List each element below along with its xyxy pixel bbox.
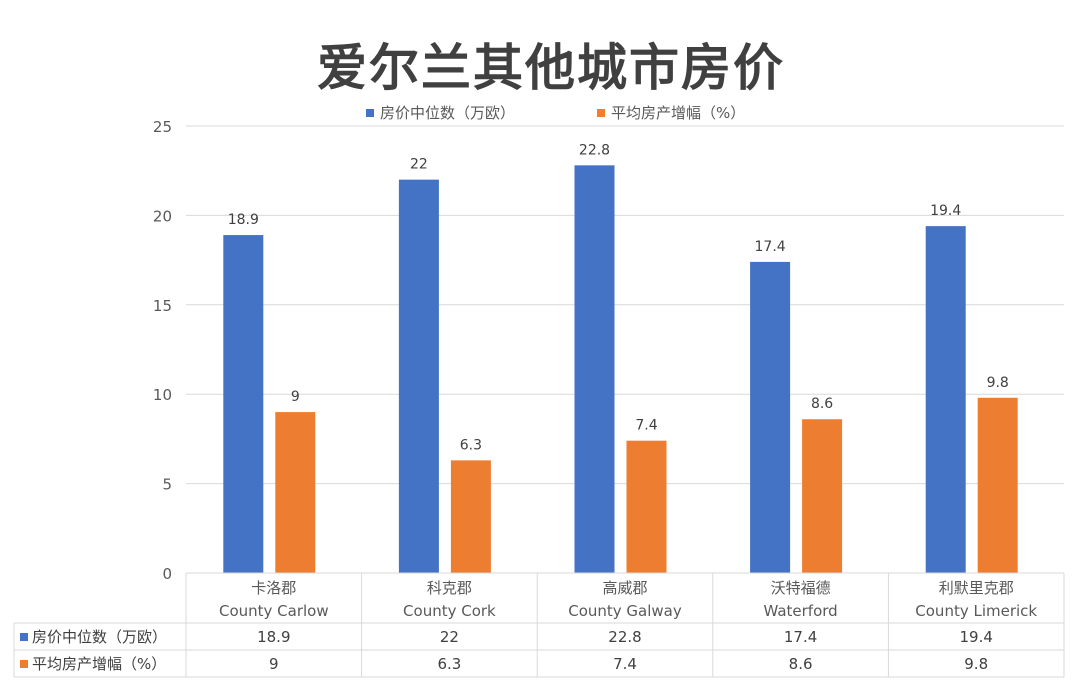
legend-item-growth: 平均房产增幅（%） (597, 102, 745, 123)
legend-item-median: 房价中位数（万欧） (366, 102, 515, 123)
y-tick-label: 5 (162, 476, 172, 494)
table-cell: 7.4 (613, 655, 637, 673)
data-label: 9.8 (987, 375, 1009, 391)
legend-swatch-growth (597, 108, 606, 117)
table-row-label: 平均房产增幅（%） (32, 655, 166, 673)
table-cell: 17.4 (784, 628, 817, 646)
chart-title: 爱尔兰其他城市房价 (317, 39, 785, 97)
y-tick-label: 10 (153, 386, 172, 404)
table-cell: 19.4 (959, 628, 992, 646)
category-label: 沃特福德 (771, 579, 831, 597)
bar-growth (275, 412, 316, 573)
y-tick-label: 0 (162, 565, 172, 583)
data-label: 7.4 (635, 418, 657, 434)
data-label: 22.8 (579, 142, 610, 158)
table-cell: 22.8 (608, 628, 641, 646)
y-tick-label: 15 (153, 297, 172, 315)
table-cell: 9 (269, 655, 279, 673)
legend: 房价中位数（万欧） 平均房产增幅（%） (366, 102, 827, 123)
table-cell: 22 (440, 628, 459, 646)
y-tick-label: 25 (153, 118, 172, 136)
category-label: 卡洛郡 (251, 579, 296, 597)
bar-growth (977, 397, 1018, 573)
data-label: 6.3 (460, 437, 482, 453)
category-label-en: County Cork (403, 602, 496, 620)
bar-growth (626, 440, 667, 573)
legend-label-median: 房价中位数（万欧） (380, 104, 516, 122)
table-cell: 9.8 (964, 655, 988, 673)
bar-median (750, 261, 791, 573)
bar-median (574, 165, 615, 573)
table-legend-swatch (20, 633, 28, 641)
category-label-en: County Galway (568, 602, 682, 620)
data-label: 18.9 (228, 212, 259, 228)
legend-swatch-median (366, 108, 374, 117)
data-label: 9 (291, 389, 300, 405)
category-label-en: County Limerick (915, 602, 1037, 620)
category-label: 科克郡 (427, 579, 472, 597)
bar-growth (450, 460, 491, 573)
y-tick-label: 20 (153, 207, 172, 225)
data-label: 8.6 (811, 396, 833, 412)
table-cell: 8.6 (789, 655, 813, 673)
legend-label-growth: 平均房产增幅（%） (611, 104, 746, 122)
category-label: 利默里克郡 (939, 579, 1014, 597)
bar-median (223, 235, 264, 573)
bar-growth (802, 419, 843, 573)
bar-median (398, 179, 439, 573)
data-label: 17.4 (755, 239, 786, 255)
table-legend-swatch (20, 660, 28, 668)
bar-median (925, 226, 966, 574)
table-cell: 18.9 (257, 628, 290, 646)
table-row-label: 房价中位数（万欧） (32, 628, 167, 646)
table-cell: 6.3 (437, 655, 461, 673)
category-label: 高威郡 (602, 579, 647, 597)
category-label-en: Waterford (763, 602, 837, 620)
category-label-en: County Carlow (219, 602, 329, 620)
data-label: 22 (410, 157, 428, 173)
data-label: 19.4 (930, 203, 961, 219)
